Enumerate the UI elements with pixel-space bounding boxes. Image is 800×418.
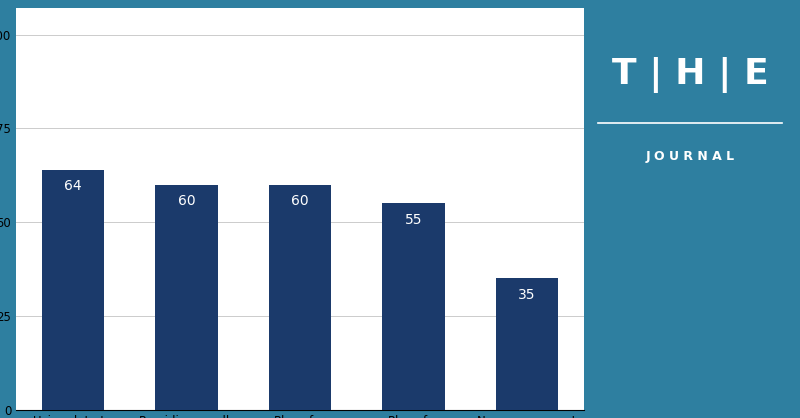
Bar: [496, 278, 558, 410]
Text: 35: 35: [518, 288, 536, 302]
Bar: [269, 185, 331, 410]
Bar: [155, 185, 218, 410]
Text: J O U R N A L: J O U R N A L: [646, 150, 734, 163]
Bar: [382, 204, 445, 410]
Text: T | H | E: T | H | E: [612, 57, 768, 93]
Text: 64: 64: [64, 179, 82, 193]
Text: 55: 55: [405, 213, 422, 227]
Text: 60: 60: [178, 194, 195, 208]
Text: 60: 60: [291, 194, 309, 208]
Bar: [42, 170, 104, 410]
